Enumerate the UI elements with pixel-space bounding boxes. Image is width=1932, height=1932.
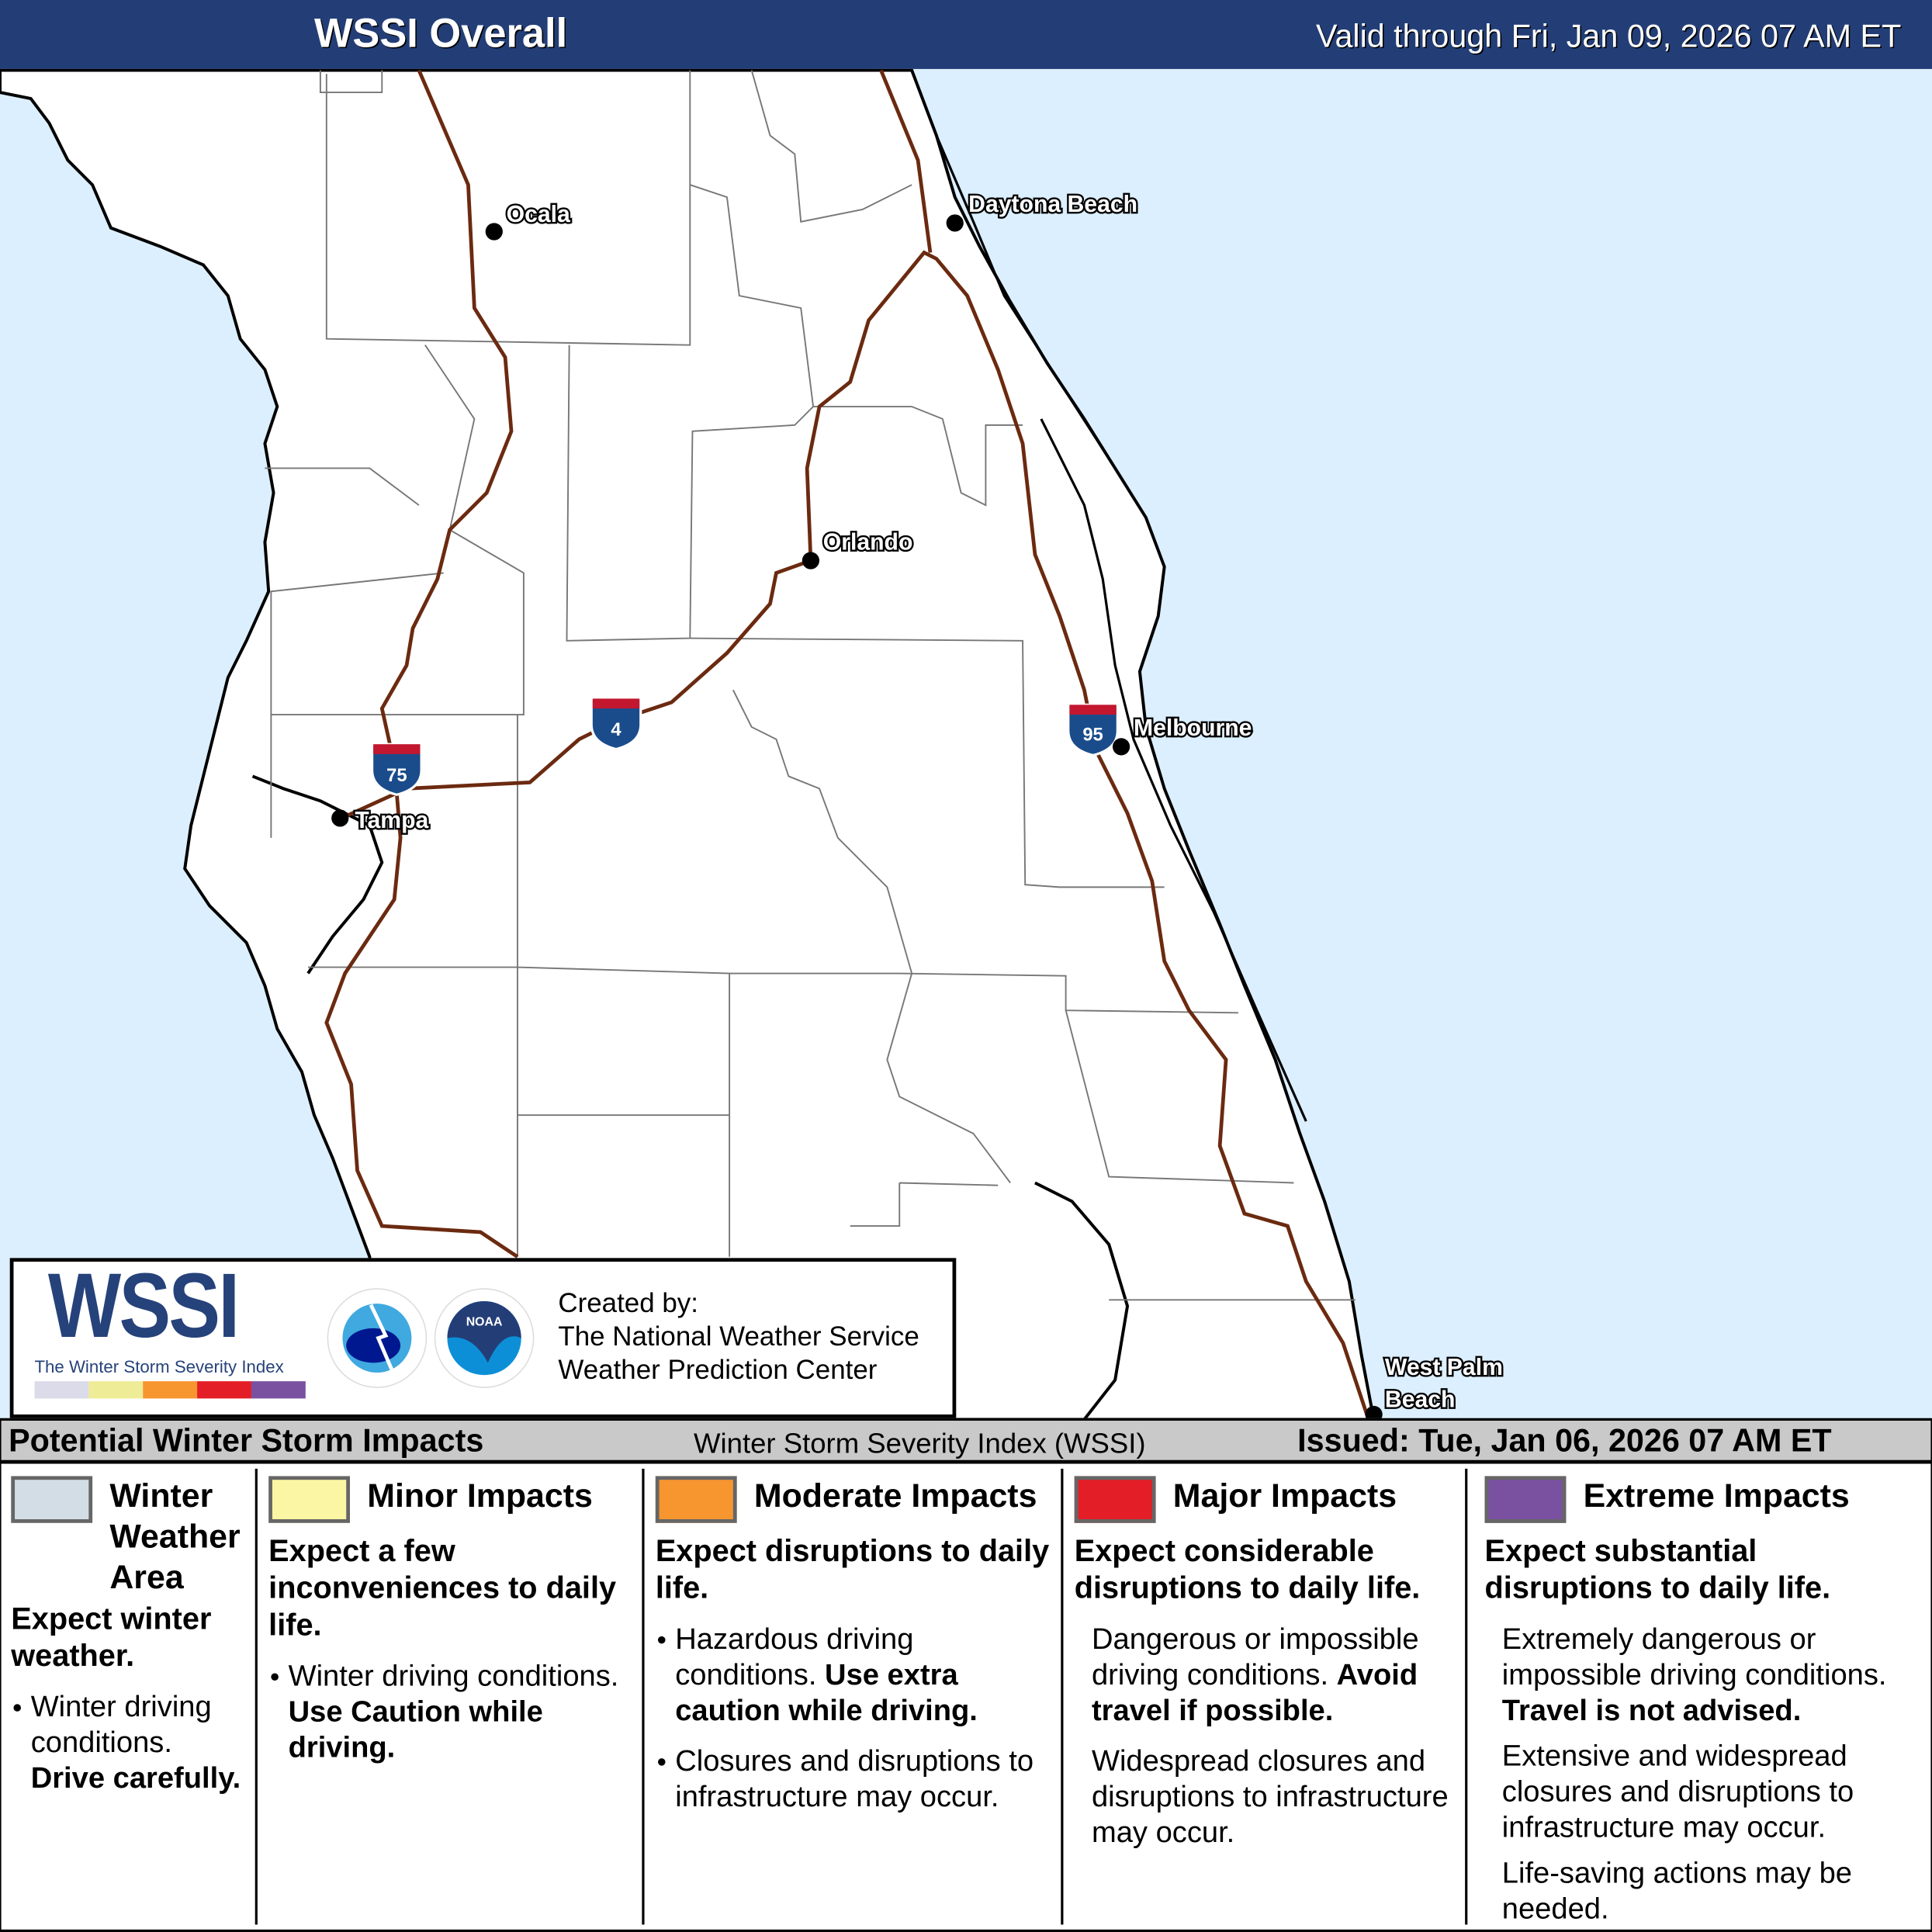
wssi-color-bar xyxy=(34,1381,306,1399)
legend-winter-weather-area: Winter Weather Area Expect winter weathe… xyxy=(2,1461,255,1923)
city-orlando: Orlando xyxy=(823,529,913,555)
wssi-subtitle: The Winter Storm Severity Index xyxy=(34,1356,284,1376)
i4-route xyxy=(338,559,812,822)
city-west-palm: West Palm xyxy=(1385,1355,1503,1380)
legend-extreme-impacts: Extreme Impacts Expect substantial disru… xyxy=(1484,1476,1887,1927)
noaa-logo: NOAA xyxy=(434,1288,535,1388)
turnpike-route xyxy=(805,250,1369,1418)
i95-route xyxy=(879,69,933,253)
interstate-shield-4: 4 xyxy=(590,697,642,751)
logo-panel: WSSI The Winter Storm Severity Index NOA… xyxy=(9,1254,957,1418)
svg-text:95: 95 xyxy=(1082,724,1103,745)
legend-moderate-impacts: Moderate Impacts Expect disruptions to d… xyxy=(645,1461,1061,1923)
map-title: WSSI Overall xyxy=(313,9,568,56)
city-west-palm-beach: Beach xyxy=(1385,1387,1456,1413)
county-lines xyxy=(265,70,1356,1301)
credit-text: Created by: The National Weather Service W… xyxy=(558,1287,919,1385)
nws-logo xyxy=(327,1288,428,1388)
city-ocala: Ocala xyxy=(507,202,570,227)
city-markers: Ocala Daytona Beach Orlando Melbourne Ta… xyxy=(331,190,1504,1420)
valid-time: Valid through Fri, Jan 09, 2026 07 AM ET xyxy=(1315,17,1902,54)
issued-time: Issued: Tue, Jan 06, 2026 07 AM ET xyxy=(1297,1421,1832,1459)
legend-major-impacts: Major Impacts Expect considerable disrup… xyxy=(1074,1476,1449,1850)
legend-minor-impacts: Minor Impacts Expect a few inconvenience… xyxy=(258,1461,642,1923)
city-melbourne: Melbourne xyxy=(1134,715,1252,741)
lake-okeechobee xyxy=(1034,1181,1130,1420)
interstate-shield-95: 95 xyxy=(1067,703,1119,757)
barrier-island-lines xyxy=(935,135,1307,1122)
highways xyxy=(324,69,1369,1418)
svg-text:75: 75 xyxy=(386,765,407,786)
tampa-bay-shore xyxy=(251,774,384,975)
legend-header: Potential Winter Storm Impacts Winter St… xyxy=(0,1418,1932,1464)
map: 75 4 95 Ocala Daytona Beach Orlando Melb… xyxy=(0,68,1932,1420)
svg-text:NOAA: NOAA xyxy=(466,1316,503,1329)
interstate-shield-75: 75 xyxy=(370,743,423,796)
i75-route xyxy=(324,69,519,1259)
city-daytona-beach: Daytona Beach xyxy=(968,192,1137,217)
city-tampa: Tampa xyxy=(355,808,428,833)
svg-text:4: 4 xyxy=(611,719,621,740)
header-bar: WSSI Overall Valid through Fri, Jan 09, … xyxy=(0,0,1932,69)
wssi-logo: WSSI xyxy=(47,1254,240,1357)
impact-legend: Winter Weather Area Expect winter weathe… xyxy=(0,1461,1932,1932)
